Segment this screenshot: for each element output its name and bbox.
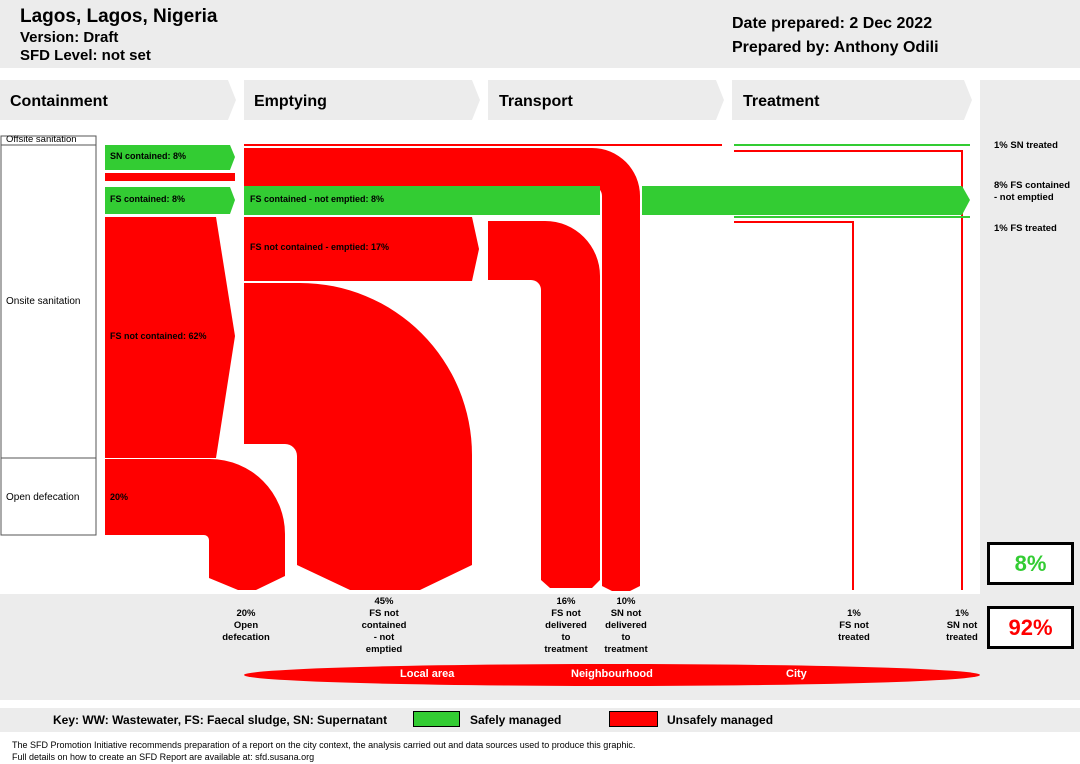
footer-note-2: Full details on how to create an SFD Rep… [12,752,315,762]
scale-ellipse [244,664,980,686]
sn-contained-label: SN contained: 8% [110,151,187,161]
version-label: Version: Draft [20,29,119,46]
fs-contained-not-emptied-value-1: 8% FS contained [994,180,1071,191]
sn-red-bar [105,173,235,181]
key-unsafe-swatch [609,711,658,727]
sfd-diagram [0,80,980,686]
scale-neighbourhood-label: Neighbourhood [571,668,653,680]
bottom-fs-not-contained-not-emptied: 45% FS not contained - not emptied [361,596,407,655]
fs-contained-label: FS contained: 8% [110,194,186,204]
fs-contained-not-emptied-bar [244,186,600,215]
stage-containment: Containment [10,93,108,110]
fs-contained-not-emptied-label: FS contained - not emptied: 8% [250,194,385,204]
fs-not-delivered-flow [488,221,600,588]
key-band [0,708,1080,732]
right-column [980,80,1080,594]
stage-chevron-treatment [732,80,972,120]
fs-contained-not-emptied-value-2: - not emptied [994,192,1054,203]
fs-not-treated-line [734,221,854,590]
safe-total-box: 8% [987,542,1074,585]
fs-not-contained-block [105,217,235,458]
sn-contained-arrow [105,145,235,170]
date-prepared: Date prepared: 2 Dec 2022 [732,15,933,32]
open-defecation-label: Open defecation [6,492,80,503]
prepared-by: Prepared by: Anthony Odili [732,39,939,56]
fs-not-contained-emptied-arrow [244,217,479,281]
stage-transport: Transport [499,93,573,110]
key-unsafe-label: Unsafely managed [667,713,774,727]
key-abbreviations: Key: WW: Wastewater, FS: Faecal sludge, … [53,713,388,727]
stage-chevron-transport [488,80,724,120]
fs-not-contained-emptied-label: FS not contained - emptied: 17% [250,242,390,252]
open-defecation-box [0,457,97,536]
city-title: Lagos, Lagos, Nigeria [20,6,218,27]
bottom-sn-not-delivered: 10% SN not delivered to treatment [604,596,648,655]
open-defecation-pct-label: 20% [110,492,129,502]
footer-note-1: The SFD Promotion Initiative recommends … [12,740,636,750]
stage-treatment: Treatment [743,93,820,110]
fs-not-contained-not-emptied-flow [244,283,472,590]
bottom-open-defecation: 20% Open defecation [222,608,270,643]
fs-contained-not-emptied-arrow [642,186,970,215]
fs-treated-value: 1% FS treated [994,223,1057,234]
scale-city-label: City [786,668,807,680]
header-band [0,0,1080,68]
fs-not-contained-label: FS not contained: 62% [110,331,207,341]
open-defecation-flow [105,459,285,590]
bottom-fs-not-delivered: 16% FS not delivered to treatment [544,596,588,655]
offsite-label: Offsite sanitation [6,134,77,143]
scale-local-label: Local area [400,668,455,680]
key-safe-swatch [413,711,460,727]
bottom-fs-not-treated: 1% FS not treated [838,608,870,643]
key-safe-label: Safely managed [470,713,562,727]
stage-chevron-emptying [244,80,480,120]
stage-chevron-containment [0,80,236,120]
sfd-level-label: SFD Level: not set [20,47,151,64]
bottom-sn-not-treated: 1% SN not treated [946,608,978,643]
unsafe-total-box: 92% [987,606,1074,649]
onsite-box [0,144,97,459]
sn-treated-value: 1% SN treated [994,140,1058,151]
stage-emptying: Emptying [254,93,327,110]
onsite-label: Onsite sanitation [6,296,81,307]
sn-not-treated-line [734,150,963,590]
fs-contained-arrow [105,187,235,214]
